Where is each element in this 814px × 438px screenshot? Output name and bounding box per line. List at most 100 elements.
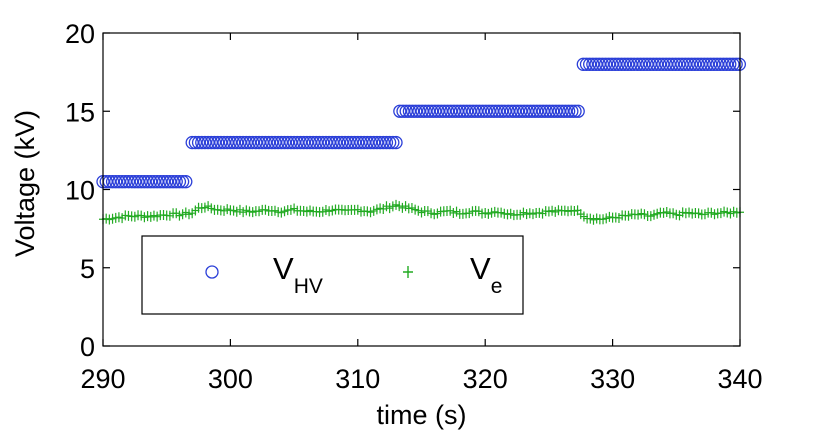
legend-vhv-sub: HV bbox=[294, 275, 323, 298]
vhv-point bbox=[354, 135, 368, 150]
vhv-point bbox=[713, 57, 727, 71]
vhv-point bbox=[621, 57, 635, 71]
vhv-point bbox=[252, 135, 266, 150]
vhv-point bbox=[517, 104, 531, 118]
vhv-point bbox=[694, 57, 708, 71]
vhv-point bbox=[236, 135, 250, 150]
vhv-point bbox=[562, 104, 576, 118]
vhv-point bbox=[463, 104, 477, 118]
vhv-point bbox=[109, 175, 123, 189]
vhv-point bbox=[363, 135, 378, 150]
x-tick-label: 340 bbox=[717, 364, 762, 394]
vhv-point bbox=[150, 175, 164, 189]
vhv-point bbox=[729, 57, 743, 71]
vhv-point bbox=[306, 135, 320, 150]
vhv-point bbox=[153, 175, 167, 189]
vhv-point bbox=[511, 104, 525, 118]
vhv-point bbox=[643, 57, 657, 71]
vhv-point bbox=[293, 135, 308, 150]
vhv-point bbox=[312, 135, 327, 150]
vhv-point bbox=[598, 57, 613, 71]
vhv-point bbox=[188, 135, 203, 150]
y-axis-label: Voltage (kV) bbox=[10, 110, 40, 257]
vhv-point bbox=[125, 175, 139, 189]
vhv-point bbox=[271, 135, 285, 150]
vhv-point bbox=[396, 104, 410, 118]
legend-box bbox=[141, 235, 524, 315]
vhv-point bbox=[389, 135, 403, 150]
vhv-point bbox=[520, 104, 534, 118]
vhv-point bbox=[498, 104, 512, 118]
vhv-point bbox=[418, 104, 432, 118]
vhv-point bbox=[627, 57, 641, 71]
vhv-point bbox=[539, 104, 553, 118]
vhv-point bbox=[495, 104, 509, 118]
vhv-point bbox=[255, 135, 269, 150]
vhv-point bbox=[309, 135, 324, 150]
vhv-point bbox=[179, 175, 193, 189]
vhv-point bbox=[351, 135, 365, 150]
vhv-point bbox=[207, 135, 222, 150]
vhv-point bbox=[140, 175, 155, 189]
vhv-point bbox=[507, 104, 522, 118]
vhv-point bbox=[402, 104, 417, 118]
vhv-point bbox=[546, 104, 560, 118]
vhv-point bbox=[160, 175, 174, 189]
y-tick-label: 0 bbox=[80, 332, 95, 362]
vhv-point bbox=[328, 135, 343, 150]
vhv-point bbox=[335, 135, 349, 150]
vhv-point bbox=[605, 57, 619, 71]
vhv-point bbox=[608, 57, 622, 71]
vhv-point bbox=[137, 175, 152, 189]
legend-ve-label: Ve bbox=[470, 251, 502, 298]
x-tick-label: 310 bbox=[335, 364, 380, 394]
vhv-point bbox=[258, 135, 273, 150]
legend-vhv-marker bbox=[205, 265, 219, 279]
vhv-point bbox=[504, 104, 518, 118]
vhv-point bbox=[530, 104, 544, 118]
vhv-point bbox=[681, 57, 696, 71]
vhv-point bbox=[707, 57, 721, 71]
vhv-point bbox=[514, 104, 528, 118]
vhv-point bbox=[710, 57, 724, 71]
vhv-point bbox=[431, 104, 445, 118]
data-layer bbox=[96, 57, 747, 225]
vhv-point bbox=[201, 135, 215, 150]
vhv-point bbox=[466, 104, 480, 118]
vhv-point bbox=[542, 104, 557, 118]
vhv-point bbox=[246, 135, 260, 150]
vhv-point bbox=[665, 57, 680, 71]
vhv-point bbox=[589, 57, 603, 71]
vhv-point bbox=[230, 135, 244, 150]
vhv-point bbox=[393, 104, 407, 118]
vhv-point bbox=[704, 57, 718, 71]
vhv-point bbox=[456, 104, 471, 118]
vhv-point bbox=[217, 135, 231, 150]
x-tick-label: 330 bbox=[590, 364, 635, 394]
vhv-point bbox=[558, 104, 573, 118]
vhv-point bbox=[344, 135, 359, 150]
vhv-point bbox=[249, 135, 263, 150]
vhv-point bbox=[453, 104, 468, 118]
vhv-point bbox=[425, 104, 439, 118]
vhv-point bbox=[583, 57, 597, 71]
vhv-point bbox=[586, 57, 600, 71]
x-tick-label: 320 bbox=[463, 364, 508, 394]
vhv-point bbox=[662, 57, 676, 71]
vhv-point bbox=[630, 57, 645, 71]
vhv-point bbox=[678, 57, 692, 71]
vhv-point bbox=[440, 104, 455, 118]
vhv-point bbox=[501, 104, 515, 118]
vhv-point bbox=[618, 57, 632, 71]
vhv-point bbox=[277, 135, 292, 150]
vhv-point bbox=[475, 104, 490, 118]
vhv-point bbox=[376, 135, 390, 150]
y-tick-label: 10 bbox=[65, 176, 95, 206]
axes-layer: 290 300 310 320 330 340 0 5 10 15 20 bbox=[65, 19, 763, 394]
vhv-point bbox=[555, 104, 569, 118]
vhv-point bbox=[579, 57, 594, 71]
vhv-point bbox=[479, 104, 493, 118]
vhv-point bbox=[332, 135, 346, 150]
vhv-point bbox=[134, 175, 148, 189]
